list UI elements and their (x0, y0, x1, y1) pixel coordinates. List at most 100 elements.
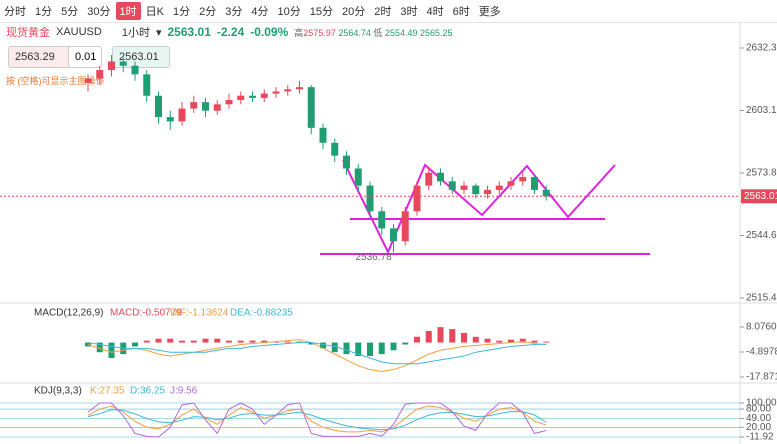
low: 2554.49 (384, 27, 418, 38)
icon: ▾ (155, 26, 162, 39)
candle-body (507, 181, 515, 186)
candle-body (425, 172, 433, 186)
y-tick-label: 100.00 (746, 398, 777, 409)
drawing (320, 159, 650, 255)
symbol-header: 现货黄金 XAUUSD 1小时 ▾ 2563.01 -2.24 -0.09% 高2… (6, 24, 453, 40)
y-tick-label: 2515.48 (746, 293, 777, 304)
candle-body (484, 189, 491, 195)
candle-body (225, 100, 233, 105)
macd-bar (508, 339, 514, 343)
price-tag (741, 189, 777, 204)
candle-body (519, 177, 527, 182)
period-tab[interactable]: 更多 (478, 6, 501, 18)
y-tick-label: 80.00 (746, 404, 771, 415)
candle-body (166, 117, 174, 122)
y-tick-label: 2603.10 (746, 105, 777, 116)
macd-bar (214, 338, 221, 343)
candle-body (202, 102, 209, 111)
period-tab[interactable]: 30分 (87, 6, 111, 18)
candle-body (131, 65, 139, 75)
period-tab[interactable]: 2分 (199, 6, 217, 18)
macd-bar (343, 342, 350, 355)
macd-bar (472, 336, 479, 343)
period-tab[interactable]: 日K (145, 6, 164, 18)
y-tick-label: 8.07602 (746, 322, 777, 333)
macd-bar (143, 340, 150, 343)
indicator-value: DEA:-0.88235 (230, 308, 293, 319)
macd-bar (132, 342, 138, 347)
period-tab[interactable]: 1分 (35, 6, 53, 18)
period-tab[interactable]: 分时 (4, 6, 26, 18)
candle-body (84, 78, 92, 83)
qty-input[interactable]: 0.01 (68, 46, 102, 68)
candle-body (307, 87, 315, 128)
indicator-value: DIF:-1.13624 (170, 308, 229, 319)
candle-body (460, 185, 468, 190)
macd-bar (414, 336, 420, 343)
candle-body (249, 95, 256, 98)
candle-body (448, 181, 456, 190)
indicator-value: K:27.35 (90, 386, 125, 397)
period-tab[interactable]: 1分 (172, 6, 191, 18)
y-tick-label: 2544.69 (746, 230, 777, 241)
macd-bar (249, 340, 256, 343)
macd-bar (543, 341, 550, 343)
macd-bar (167, 338, 174, 343)
candle-body (319, 127, 327, 143)
period-tab[interactable]: 1时 (115, 2, 141, 20)
period-tab[interactable]: 5分 (61, 6, 79, 18)
label: 低 (373, 27, 383, 38)
interval[interactable]: 1小时 (121, 27, 150, 39)
open: 2564.74 (338, 27, 371, 38)
candle-body (213, 104, 221, 111)
period-tab[interactable]: 4时 (426, 6, 444, 18)
candle-body (390, 228, 397, 242)
candle-body (119, 61, 127, 66)
period-tab[interactable]: 10分 (277, 6, 301, 18)
y-tick-label: 2632.30 (746, 43, 777, 54)
price: 2563.01 (167, 25, 211, 39)
macd-bar (519, 338, 526, 343)
candle-body (401, 211, 409, 242)
macd-bar (96, 342, 103, 353)
macd-bar (437, 327, 444, 343)
macd-bar (355, 342, 362, 357)
macd-bar (320, 342, 326, 349)
indicator-value: D:36.25 (130, 386, 165, 397)
period-tab[interactable]: 2时 (374, 6, 392, 18)
indicator-line (87, 339, 547, 372)
period-tab[interactable]: 3时 (400, 6, 418, 18)
macd-bar (190, 340, 197, 343)
period-tab[interactable]: 20分 (341, 6, 366, 18)
sell-button[interactable]: 2563.29 (8, 46, 72, 68)
indicator-value: MACD:-0.50779 (110, 308, 182, 319)
candle-body (155, 95, 162, 118)
y-tick-label: 2573.89 (746, 168, 777, 179)
macd-bar (378, 342, 385, 355)
candle-body (366, 185, 374, 212)
y-tick-label: 20.00 (746, 422, 771, 433)
candle-body (190, 102, 198, 109)
macd-bar (331, 342, 338, 353)
change: -2.24 (216, 25, 245, 39)
macd-bar (179, 340, 185, 343)
macd-bar (367, 342, 373, 357)
indicator-line (87, 409, 547, 431)
macd-bar (261, 340, 268, 343)
y-tick-label: -17.87174 (746, 372, 777, 383)
macd-bar (108, 342, 115, 358)
toolbar: 分时 1分 5分 30分 1时 日K 1分 2分 3分 4分 10分 15分 20分 2时 3时 4时 6时 更多 (0, 0, 777, 23)
indicator-value: J:9.56 (170, 386, 198, 397)
label: 高 (294, 27, 304, 38)
candle-body (378, 211, 386, 229)
period-tab[interactable]: 3分 (225, 6, 243, 18)
candle-body (354, 168, 362, 186)
period-tab[interactable]: 15分 (309, 6, 333, 18)
period-tab[interactable]: 6时 (452, 6, 470, 18)
symbol[interactable]: XAUUSD (56, 26, 102, 38)
candle-body (272, 91, 280, 94)
period-tab[interactable]: 4分 (251, 6, 269, 18)
macd-bar (202, 338, 209, 343)
y-tick-label: -4.89786 (746, 347, 777, 358)
